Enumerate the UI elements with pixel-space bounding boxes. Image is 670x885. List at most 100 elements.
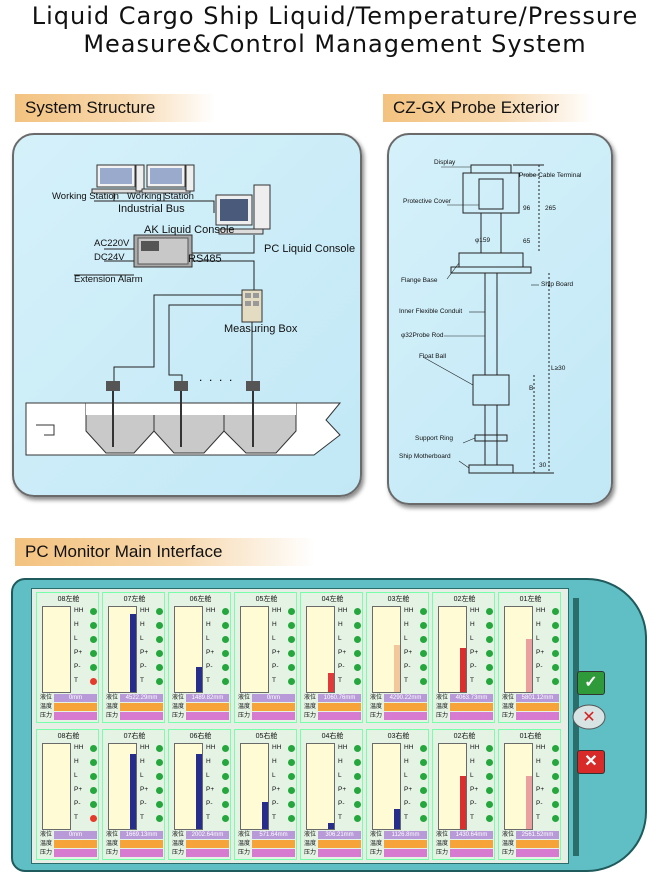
tank-panel[interactable]: 01右舱 HH H L P+ P- T 液位 2561.52mm 温度 压力 [498, 729, 561, 860]
pressure-value [516, 849, 559, 857]
tank-panel[interactable]: 01左舱 HH H L P+ P- T 液位 5801.12mm 温度 压力 [498, 592, 561, 723]
tank-panel[interactable]: 06右舱 HH H L P+ P- T 液位 2002.64mm 温度 压力 [168, 729, 231, 860]
indicator-pplus: P+ [204, 786, 230, 796]
indicator-l: L [72, 772, 98, 782]
indicator-hh: HH [204, 607, 230, 617]
working-station-1-icon [91, 164, 145, 194]
level-gauge [504, 743, 533, 830]
tank-name: 05左舱 [255, 596, 278, 603]
level-fill [196, 666, 202, 692]
pressure-value [120, 849, 163, 857]
temperature-row: 温度 [435, 703, 494, 711]
level-fill [394, 809, 400, 829]
tank-panel[interactable]: 05右舱 HH H L P+ P- T 液位 571.64mm 温度 压力 [234, 729, 297, 860]
indicator-l: L [468, 772, 494, 782]
tank-panel[interactable]: 03左舱 HH H L P+ P- T 液位 4290.22mm 温度 压力 [366, 592, 429, 723]
label-probe-rod: φ32Probe Rod [401, 332, 444, 339]
indicator-pminus: P- [138, 663, 164, 673]
pressure-row: 压力 [39, 849, 98, 857]
monitor-screen: 08左舱 HH H L P+ P- T 液位 0mm 温度 压力 07左舱 HH H L P+ P- T 液位 452… [31, 588, 569, 864]
tank-panel[interactable]: 03右舱 HH H L P+ P- T 液位 1126.8mm 温度 压力 [366, 729, 429, 860]
indicator-t: T [270, 677, 296, 687]
indicator-pminus: P- [402, 663, 428, 673]
indicator-hh: HH [72, 744, 98, 754]
level-row: 液位 0mm [39, 831, 98, 839]
tank-panel[interactable]: 08左舱 HH H L P+ P- T 液位 0mm 温度 压力 [36, 592, 99, 723]
level-value: 0mm [54, 831, 97, 839]
tank-panel[interactable]: 04左舱 HH H L P+ P- T 液位 1060.76mm 温度 压力 [300, 592, 363, 723]
pressure-row: 压力 [303, 849, 362, 857]
pressure-row: 压力 [435, 712, 494, 720]
page-title-line1: Liquid Cargo Ship Liquid/Temperature/Pre… [31, 2, 639, 30]
temperature-value [54, 840, 97, 848]
indicator-t: T [534, 677, 560, 687]
indicator-t: T [336, 814, 362, 824]
level-gauge [372, 606, 401, 693]
dim-65: 65 [523, 238, 531, 245]
pressure-row: 压力 [105, 712, 164, 720]
level-gauge [42, 606, 71, 693]
section-header-probe-exterior: CZ-GX Probe Exterior [383, 94, 593, 122]
indicator-t: T [204, 814, 230, 824]
stop-icon[interactable]: ✕ [571, 703, 607, 731]
measuring-box-icon [241, 289, 263, 323]
level-row: 液位 0mm [237, 694, 296, 702]
level-gauge [438, 606, 467, 693]
label-ak-console: AK Liquid Console [144, 224, 235, 236]
tank-name: 01左舱 [519, 596, 542, 603]
tank-panel[interactable]: 04右舱 HH H L P+ P- T 液位 306.21mm 温度 压力 [300, 729, 363, 860]
tank-panel[interactable]: 07左舱 HH H L P+ P- T 液位 4522.29mm 温度 压力 [102, 592, 165, 723]
level-fill [526, 639, 532, 692]
indicator-pplus: P+ [336, 649, 362, 659]
indicator-l: L [204, 635, 230, 645]
indicator-t: T [402, 677, 428, 687]
level-value: 4522.29mm [120, 694, 163, 702]
indicator-hh: HH [270, 744, 296, 754]
pressure-row: 压力 [501, 712, 560, 720]
tank-panel[interactable]: 05左舱 HH H L P+ P- T 液位 0mm 温度 压力 [234, 592, 297, 723]
cancel-button[interactable]: ✕ [577, 750, 605, 774]
indicator-hh: HH [336, 607, 362, 617]
level-fill [130, 754, 136, 829]
tank-panel[interactable]: 02右舱 HH H L P+ P- T 液位 1430.64mm 温度 压力 [432, 729, 495, 860]
indicator-h: H [204, 621, 230, 631]
tank-panel[interactable]: 02左舱 HH H L P+ P- T 液位 4063.73mm 温度 压力 [432, 592, 495, 723]
label-measuring-box: Measuring Box [224, 323, 298, 335]
level-gauge [108, 743, 137, 830]
temperature-row: 温度 [303, 703, 362, 711]
label-working-station-2: Working Station [127, 191, 194, 202]
pressure-value [54, 849, 97, 857]
level-fill [328, 823, 334, 829]
temperature-value [450, 840, 493, 848]
temperature-value [384, 840, 427, 848]
indicator-pplus: P+ [534, 786, 560, 796]
confirm-button[interactable]: ✓ [577, 671, 605, 695]
tank-panel[interactable]: 07右舱 HH H L P+ P- T 液位 1669.13mm 温度 压力 [102, 729, 165, 860]
indicator-pminus: P- [72, 800, 98, 810]
label-protective-cover: Protective Cover [403, 198, 452, 205]
temperature-row: 温度 [171, 703, 230, 711]
temperature-row: 温度 [39, 703, 98, 711]
tank-panel[interactable]: 08右舱 HH H L P+ P- T 液位 0mm 温度 压力 [36, 729, 99, 860]
temperature-row: 温度 [39, 840, 98, 848]
level-gauge [306, 606, 335, 693]
indicator-hh: HH [138, 607, 164, 617]
level-row: 液位 306.21mm [303, 831, 362, 839]
indicator-l: L [402, 635, 428, 645]
indicator-l: L [402, 772, 428, 782]
level-fill [460, 776, 466, 829]
indicator-hh: HH [336, 744, 362, 754]
indicator-l: L [336, 772, 362, 782]
tank-name: 05右舱 [255, 733, 278, 740]
temperature-row: 温度 [501, 703, 560, 711]
temperature-value [186, 840, 229, 848]
indicator-l: L [534, 772, 560, 782]
indicator-pplus: P+ [534, 649, 560, 659]
pressure-value [54, 712, 97, 720]
pressure-row: 压力 [171, 712, 230, 720]
tank-name: 01右舱 [519, 733, 542, 740]
level-gauge [108, 606, 137, 693]
indicator-h: H [402, 758, 428, 768]
tank-panel[interactable]: 06左舱 HH H L P+ P- T 液位 1489.82mm 温度 压力 [168, 592, 231, 723]
dim-159: φ159 [475, 237, 491, 244]
